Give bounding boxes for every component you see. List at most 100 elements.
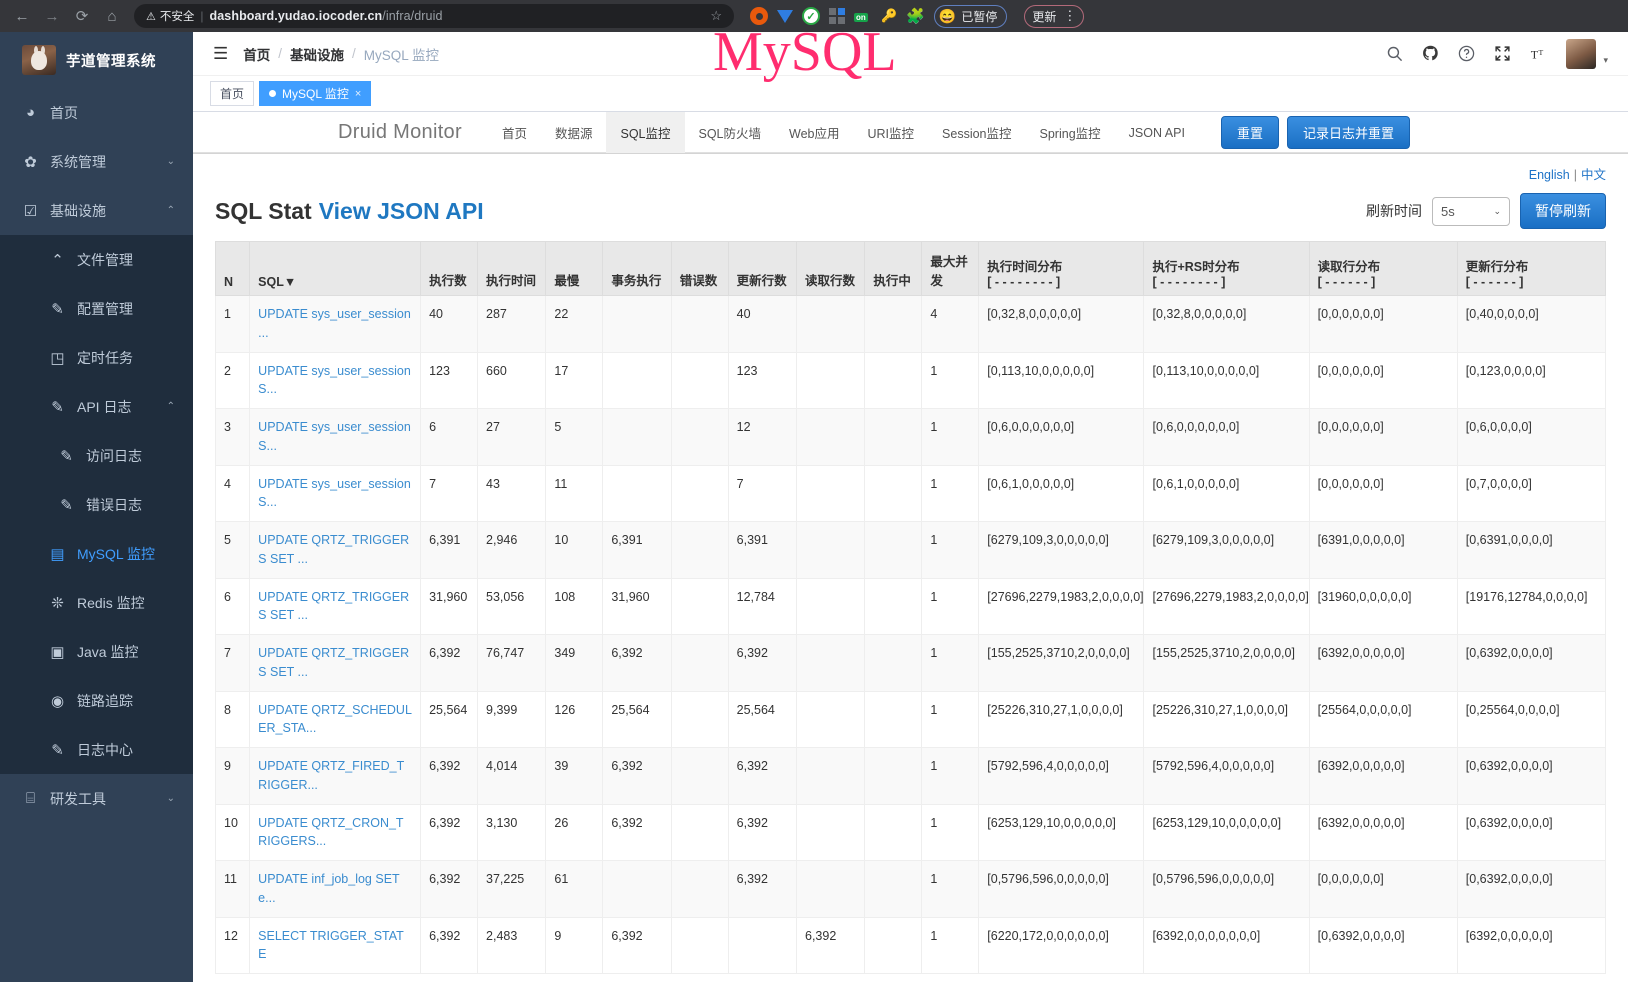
- sql-link[interactable]: SELECT TRIGGER_STATE: [258, 928, 404, 962]
- sql-link[interactable]: UPDATE QRTZ_TRIGGERS SET ...: [258, 589, 410, 623]
- sql-link[interactable]: UPDATE QRTZ_SCHEDULER_STA...: [258, 702, 412, 736]
- sql-link[interactable]: UPDATE sys_user_session ...: [258, 307, 411, 340]
- fullscreen-icon[interactable]: [1494, 45, 1511, 62]
- cell-sql[interactable]: UPDATE sys_user_session ...: [249, 295, 422, 353]
- sidebar-item-10[interactable]: ❊ Redis 监控: [0, 578, 193, 627]
- bookmark-star-icon[interactable]: ☆: [710, 8, 722, 23]
- sql-link[interactable]: UPDATE sys_user_session S...: [258, 476, 411, 510]
- cell-tx: 6,392: [602, 916, 672, 974]
- cell-sql[interactable]: UPDATE sys_user_session S...: [249, 408, 422, 466]
- sql-link[interactable]: UPDATE sys_user_session S...: [258, 363, 411, 397]
- user-avatar[interactable]: [1566, 38, 1597, 69]
- cell-tx: 6,392: [602, 747, 672, 805]
- sidebar-item-7[interactable]: ✎ 访问日志: [0, 431, 193, 480]
- chrome-menu-icon[interactable]: ⋮: [1063, 8, 1077, 23]
- cell-sql[interactable]: UPDATE QRTZ_TRIGGERS SET ...: [249, 634, 422, 692]
- tag-mysql-monitor[interactable]: MySQL 监控 ×: [259, 81, 372, 106]
- sidebar-item-1[interactable]: ✿ 系统管理 ⌄: [0, 137, 193, 186]
- cell-sql[interactable]: SELECT TRIGGER_STATE: [249, 916, 422, 974]
- reset-button[interactable]: 重置: [1220, 116, 1279, 149]
- hamburger-icon[interactable]: ☰: [213, 43, 228, 63]
- view-json-api-link[interactable]: View JSON API: [318, 197, 484, 224]
- clock-task-icon: ◳: [50, 349, 65, 367]
- sidebar-item-11[interactable]: ▣ Java 监控: [0, 627, 193, 676]
- sidebar-item-4[interactable]: ✎ 配置管理: [0, 284, 193, 333]
- table-header-1[interactable]: SQL▼: [249, 241, 422, 296]
- cell-read_rows: [795, 690, 866, 748]
- pause-refresh-button[interactable]: 暂停刷新: [1520, 193, 1606, 229]
- breadcrumb-item-1[interactable]: 基础设施: [290, 47, 345, 63]
- cell-exec: 7: [420, 464, 479, 522]
- cell-sql[interactable]: UPDATE sys_user_session S...: [249, 351, 422, 409]
- sidebar-item-5[interactable]: ◳ 定时任务: [0, 333, 193, 382]
- cell-sql[interactable]: UPDATE QRTZ_TRIGGERS SET ...: [249, 521, 422, 579]
- close-icon[interactable]: ×: [354, 87, 362, 100]
- extension-list-icon[interactable]: on: [854, 7, 872, 25]
- cell-sql[interactable]: UPDATE QRTZ_TRIGGERS SET ...: [249, 577, 422, 635]
- cell-sql[interactable]: UPDATE sys_user_session S...: [249, 464, 422, 522]
- sidebar-item-13[interactable]: ✎ 日志中心: [0, 725, 193, 774]
- extensions-puzzle-icon[interactable]: 🧩: [906, 8, 925, 25]
- cell-dist_update: [19176,12784,0,0,0,0]: [1456, 577, 1607, 635]
- forward-icon[interactable]: →: [44, 7, 60, 25]
- druid-nav-item-4[interactable]: Web应用: [789, 127, 840, 141]
- breadcrumb-item-0[interactable]: 首页: [243, 47, 271, 63]
- sql-link[interactable]: UPDATE QRTZ_FIRED_TRIGGER...: [258, 759, 405, 792]
- sidebar-item-14[interactable]: ⌸ 研发工具 ⌄: [0, 774, 193, 823]
- profile-paused-pill[interactable]: 😄 已暂停: [933, 4, 1008, 28]
- extension-grammarly-icon[interactable]: ✓: [802, 7, 820, 25]
- cell-dist_read: [25564,0,0,0,0,0]: [1308, 690, 1458, 748]
- sql-link[interactable]: UPDATE QRTZ_TRIGGERS SET ...: [258, 646, 410, 679]
- cell-sql[interactable]: UPDATE QRTZ_FIRED_TRIGGER...: [249, 747, 422, 805]
- sql-link[interactable]: UPDATE QRTZ_CRON_TRIGGERS...: [258, 815, 404, 849]
- druid-nav-item-5[interactable]: URI监控: [867, 127, 915, 141]
- cell-dist_read: [6392,0,0,0,0,0]: [1308, 747, 1458, 805]
- refresh-interval-select[interactable]: 5s ⌄: [1432, 196, 1510, 226]
- table-row: 5 UPDATE QRTZ_TRIGGERS SET ... 6,391 2,946 1…: [214, 521, 1607, 579]
- sidebar-item-0[interactable]: ◕ 首页: [0, 88, 193, 137]
- sidebar-item-8[interactable]: ✎ 错误日志: [0, 480, 193, 529]
- sql-link[interactable]: UPDATE QRTZ_TRIGGERS SET ...: [258, 533, 410, 566]
- druid-nav-item-0[interactable]: 首页: [501, 127, 527, 141]
- github-icon[interactable]: [1422, 45, 1439, 62]
- address-bar[interactable]: ⚠ 不安全 | dashboard.yudao.iocoder.cn/infra…: [134, 4, 734, 28]
- not-secure-badge[interactable]: ⚠ 不安全: [146, 8, 194, 24]
- tag-home[interactable]: 首页: [210, 81, 255, 106]
- help-icon[interactable]: [1458, 45, 1475, 62]
- log-and-reset-button[interactable]: 记录日志并重置: [1286, 116, 1410, 149]
- extension-diamond-icon[interactable]: [777, 9, 793, 23]
- druid-nav-item-7[interactable]: Spring监控: [1039, 127, 1101, 141]
- cell-sql[interactable]: UPDATE inf_job_log SET e...: [249, 860, 422, 918]
- lang-chinese-link[interactable]: 中文: [1580, 168, 1606, 182]
- cell-sql[interactable]: UPDATE QRTZ_SCHEDULER_STA...: [249, 690, 422, 748]
- cell-max_conc: 4: [921, 295, 980, 353]
- search-icon[interactable]: [1386, 45, 1403, 62]
- extension-orange-icon[interactable]: [750, 7, 768, 25]
- update-pill[interactable]: 更新 ⋮: [1024, 4, 1085, 28]
- sql-link[interactable]: UPDATE inf_job_log SET e...: [258, 872, 400, 905]
- druid-nav-item-8[interactable]: JSON API: [1128, 125, 1185, 140]
- back-icon[interactable]: ←: [14, 7, 30, 25]
- chevron-down-icon[interactable]: ▾: [1603, 55, 1608, 65]
- sidebar-item-2[interactable]: ☑ 基础设施 ⌃: [0, 186, 193, 235]
- druid-nav-item-6[interactable]: Session监控: [942, 127, 1012, 141]
- druid-nav-item-1[interactable]: 数据源: [554, 127, 593, 141]
- sidebar-item-6[interactable]: ✎ API 日志 ⌃: [0, 382, 193, 431]
- sidebar-item-12[interactable]: ◉ 链路追踪: [0, 676, 193, 725]
- sidebar-item-9[interactable]: ▤ MySQL 监控: [0, 529, 193, 578]
- sql-link[interactable]: UPDATE sys_user_session S...: [258, 420, 411, 453]
- home-icon[interactable]: ⌂: [107, 7, 117, 25]
- cell-dist_read: [0,0,0,0,0,0]: [1308, 351, 1458, 409]
- extension-grid-icon[interactable]: [829, 8, 845, 24]
- lang-english-link[interactable]: English: [1528, 168, 1570, 182]
- table-header-11: 执行时间分布[ - - - - - - - - ]: [978, 241, 1145, 296]
- extension-key-icon[interactable]: 🔑: [881, 8, 898, 23]
- druid-nav-item-3[interactable]: SQL防火墙: [698, 127, 762, 141]
- cell-dist_update: [0,6392,0,0,0,0]: [1456, 634, 1607, 692]
- cell-sql[interactable]: UPDATE QRTZ_CRON_TRIGGERS...: [249, 803, 422, 861]
- druid-nav-item-2[interactable]: SQL监控: [606, 112, 685, 153]
- sidebar-item-3[interactable]: ⌃ 文件管理: [0, 235, 193, 284]
- reload-icon[interactable]: ⟳: [75, 8, 89, 25]
- brand[interactable]: 芋道管理系统: [0, 32, 193, 88]
